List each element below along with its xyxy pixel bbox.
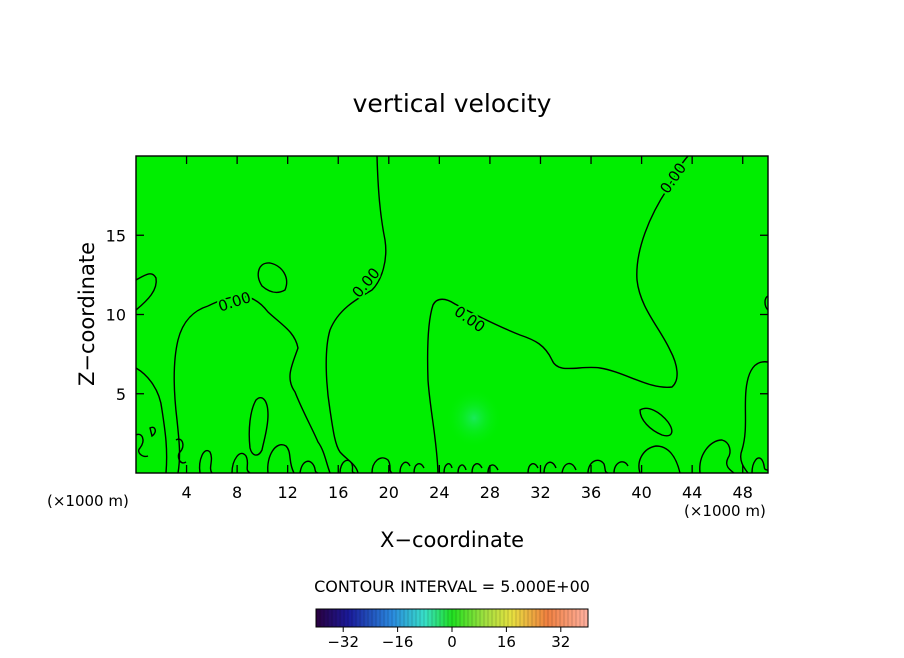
contour-line <box>443 463 499 474</box>
x-unit-right: (×1000 m) <box>684 502 766 520</box>
contour-line <box>135 273 157 311</box>
x-unit-left: (×1000 m) <box>47 492 129 510</box>
y-tick-label: 5 <box>116 385 126 404</box>
contour-line <box>135 433 149 458</box>
colorbar-ticks: −32 −16 0 16 32 <box>327 627 570 651</box>
x-tick-label: 40 <box>631 483 651 502</box>
contour-line <box>371 457 393 474</box>
colorbar-gradient <box>316 609 588 627</box>
contour-line <box>764 295 769 311</box>
colorbar-bands <box>319 609 585 627</box>
contour-line <box>325 155 387 474</box>
field-weak-spot <box>446 388 502 448</box>
x-tick-label: 20 <box>379 483 399 502</box>
contour-line <box>173 305 209 474</box>
x-tick-label: 44 <box>682 483 702 502</box>
y-axis: 5 10 15 <box>106 226 768 404</box>
colorbar: −32 −16 0 16 32 <box>315 608 589 651</box>
contour-line <box>207 295 331 474</box>
x-tick-label: 24 <box>429 483 449 502</box>
contour-line <box>587 459 629 474</box>
contour-line <box>639 407 673 437</box>
colorbar-tick-label: 32 <box>551 633 570 651</box>
chart-title: vertical velocity <box>353 89 552 118</box>
contour-line <box>135 367 168 474</box>
contour-interval-text: CONTOUR INTERVAL = 5.000E+00 <box>314 577 590 596</box>
contour-line <box>699 439 735 474</box>
contour-line <box>751 457 769 474</box>
x-tick-label: 36 <box>581 483 601 502</box>
contour-line <box>426 155 689 474</box>
contour-line <box>175 438 187 464</box>
contour-line <box>257 262 288 294</box>
contour-line <box>231 452 251 474</box>
x-axis-label: X−coordinate <box>380 528 524 552</box>
x-tick-label: 12 <box>278 483 298 502</box>
contour-line <box>739 361 769 474</box>
colorbar-tick-label: −16 <box>382 633 414 651</box>
colorbar-tick-label: 0 <box>447 633 457 651</box>
y-tick-label: 10 <box>106 306 126 325</box>
x-tick-label: 4 <box>181 483 191 502</box>
x-tick-label: 16 <box>328 483 348 502</box>
y-axis-label: Z−coordinate <box>75 242 99 386</box>
x-tick-label: 8 <box>232 483 242 502</box>
contour-line <box>299 460 319 474</box>
contour-line <box>267 444 295 474</box>
x-axis: 4 8 12 16 20 24 28 32 36 40 44 48 <box>181 156 753 502</box>
contour-line <box>149 426 157 438</box>
colorbar-tick-label: −32 <box>327 633 359 651</box>
contour-line <box>198 449 213 474</box>
contour-lines <box>135 155 769 474</box>
contour-line <box>339 459 356 474</box>
x-tick-label: 48 <box>733 483 753 502</box>
x-tick-label: 32 <box>530 483 550 502</box>
x-tick-label: 28 <box>480 483 500 502</box>
colorbar-tick-label: 16 <box>497 633 516 651</box>
y-tick-label: 15 <box>106 226 126 245</box>
contour-line <box>399 461 425 474</box>
contour-line <box>248 397 269 456</box>
contour-line <box>527 461 577 474</box>
plot-area <box>136 156 768 473</box>
contour-line <box>638 445 681 474</box>
